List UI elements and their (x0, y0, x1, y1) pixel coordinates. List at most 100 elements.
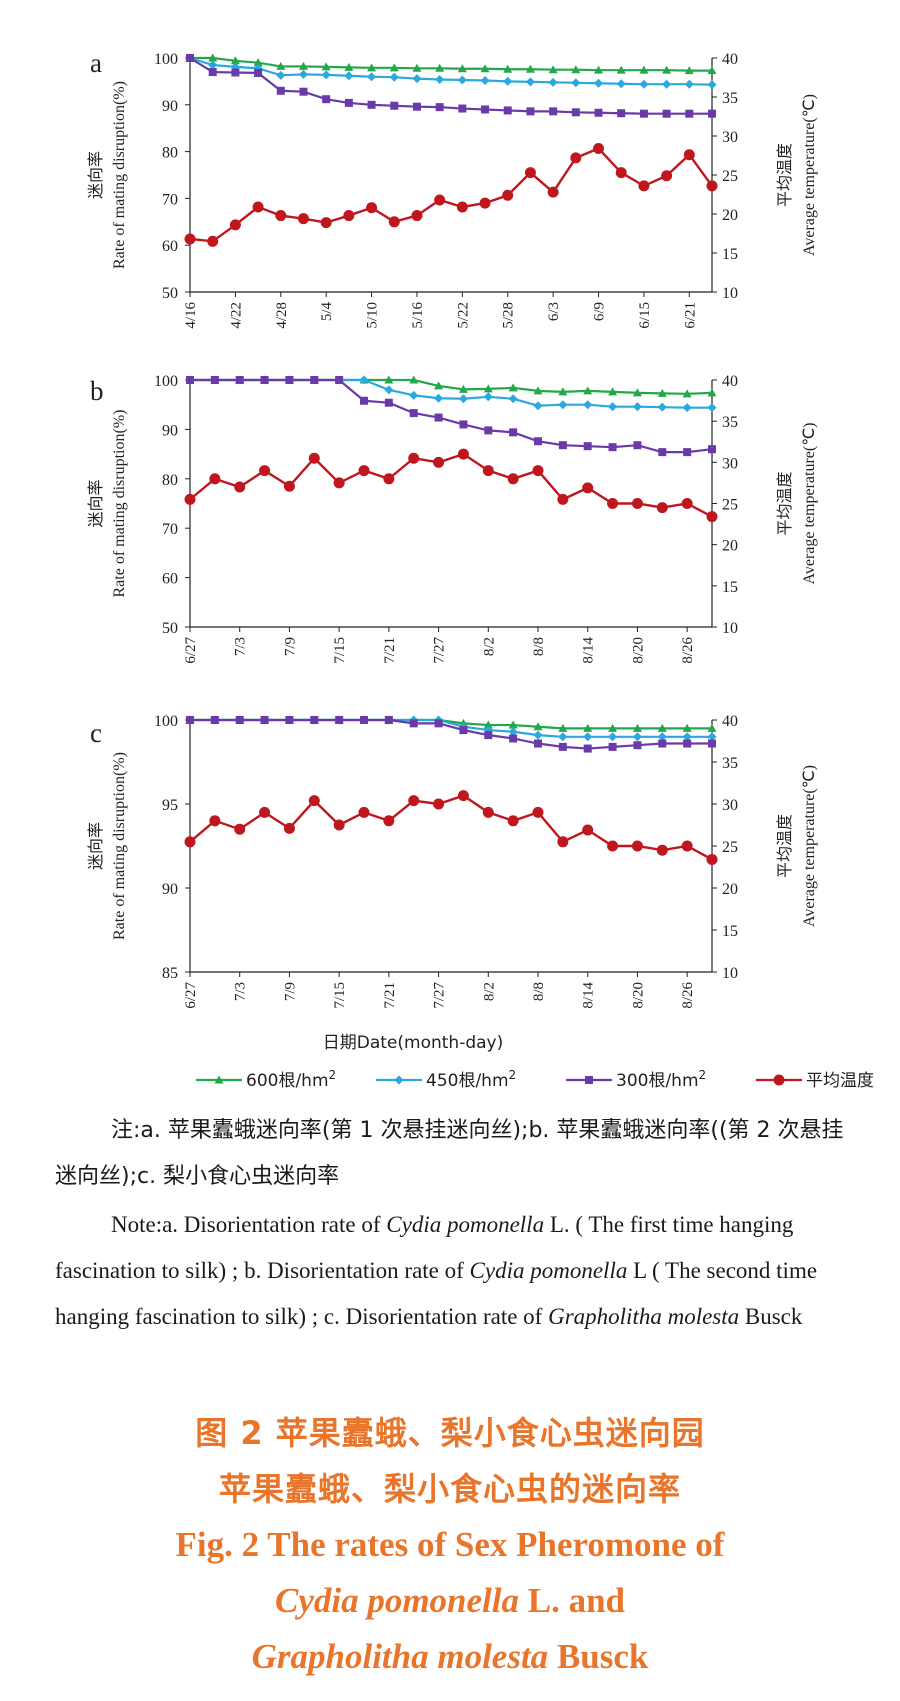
data-point (682, 732, 692, 742)
y-axis-title: Rate of mating disruption(%) (111, 410, 128, 598)
x-tick-label: 6/27 (183, 982, 199, 1009)
data-point (481, 105, 490, 114)
panel-label: b (90, 376, 104, 406)
data-point (457, 75, 467, 85)
data-point (283, 480, 295, 492)
data-point (384, 385, 394, 395)
x-tick-label: 8/14 (581, 982, 597, 1009)
data-point (209, 815, 221, 827)
data-point (681, 498, 693, 509)
data-point (343, 210, 355, 222)
data-point (557, 836, 569, 848)
data-point (534, 437, 542, 446)
y-tick-label: 50 (162, 620, 178, 637)
data-point (367, 100, 376, 109)
legend-marker (214, 1075, 224, 1084)
data-point (298, 69, 308, 79)
legend-marker (394, 1075, 404, 1085)
caption-en-line-3: Grapholitha molesta Busck (0, 1629, 900, 1685)
data-point (435, 63, 445, 72)
data-point (607, 498, 619, 509)
data-point (583, 386, 593, 395)
y2-tick-label: 35 (722, 414, 738, 431)
panel-label: a (90, 48, 102, 78)
data-point (657, 723, 667, 732)
y2-tick-label: 15 (722, 923, 738, 940)
data-point (308, 795, 320, 807)
data-point (639, 65, 649, 74)
data-point (389, 63, 399, 72)
data-point (484, 426, 493, 435)
data-point (507, 473, 519, 485)
x-tick-label: 7/27 (432, 637, 448, 664)
y-tick-label: 85 (162, 965, 178, 982)
data-point (335, 376, 344, 384)
data-point (229, 219, 241, 231)
data-point (210, 376, 219, 384)
x-tick-label: 7/3 (233, 982, 249, 1001)
data-point (582, 482, 594, 494)
data-point (615, 167, 627, 179)
data-point (558, 441, 567, 450)
y2-tick-label: 40 (722, 51, 738, 68)
data-point (533, 401, 543, 411)
data-point (434, 719, 443, 728)
data-point (582, 824, 594, 836)
figure-caption: 图 2 苹果蠹蛾、梨小食心虫迷向园 苹果蠹蛾、梨小食心虫的迷向率 Fig. 2 … (0, 1405, 900, 1685)
x-tick-label: 5/16 (410, 302, 426, 329)
y2-tick-label: 35 (722, 755, 738, 772)
y2-axis-title: Average temperature(℃) (801, 422, 818, 584)
data-point (310, 376, 319, 384)
data-point (276, 61, 286, 70)
data-point (682, 403, 692, 413)
x-tick-label: 8/2 (481, 982, 497, 1001)
data-point (360, 396, 368, 405)
data-point (570, 152, 582, 164)
series-square (186, 716, 716, 753)
data-point (682, 723, 692, 732)
data-point (594, 108, 603, 117)
data-point (706, 180, 718, 192)
x-tick-label: 7/9 (282, 982, 298, 1001)
data-point (533, 730, 543, 740)
data-point (661, 170, 673, 182)
data-point (434, 393, 444, 403)
data-point (632, 723, 642, 732)
data-point (186, 54, 194, 62)
data-point (707, 66, 717, 75)
x-tick-label: 5/22 (455, 302, 471, 329)
data-point (707, 732, 717, 742)
data-point (457, 448, 469, 460)
y-tick-label: 50 (162, 285, 178, 302)
data-point (359, 375, 369, 385)
x-tick-label: 6/27 (183, 637, 199, 664)
y2-axis-title: Average temperature(℃) (801, 94, 818, 256)
y2-tick-label: 10 (722, 965, 738, 982)
data-point (389, 72, 399, 82)
legend-label: 平均温度 (806, 1071, 874, 1091)
data-point (320, 217, 332, 229)
data-point (459, 420, 468, 429)
data-point (631, 498, 643, 509)
data-point (593, 142, 605, 154)
data-point (235, 376, 244, 384)
y-axis-title: Rate of mating disruption(%) (111, 752, 128, 940)
data-point (707, 388, 717, 397)
data-point (210, 716, 219, 724)
x-tick-label: 7/9 (282, 637, 298, 656)
legend-label-sup: 2 (509, 1068, 517, 1082)
data-point (685, 109, 694, 118)
x-tick-label: 4/28 (274, 302, 290, 329)
data-point (310, 716, 319, 724)
series-circle (184, 790, 718, 865)
data-point (259, 465, 271, 477)
data-point (231, 68, 240, 77)
x-tick-label: 7/21 (382, 637, 398, 664)
y2-tick-label: 30 (722, 797, 738, 814)
y-tick-label: 90 (162, 422, 178, 439)
data-point (707, 723, 717, 732)
y2-axis-title-cn: 平均温度 (775, 814, 794, 878)
data-point (631, 840, 643, 852)
y2-tick-label: 10 (722, 285, 738, 302)
data-point (657, 402, 667, 412)
